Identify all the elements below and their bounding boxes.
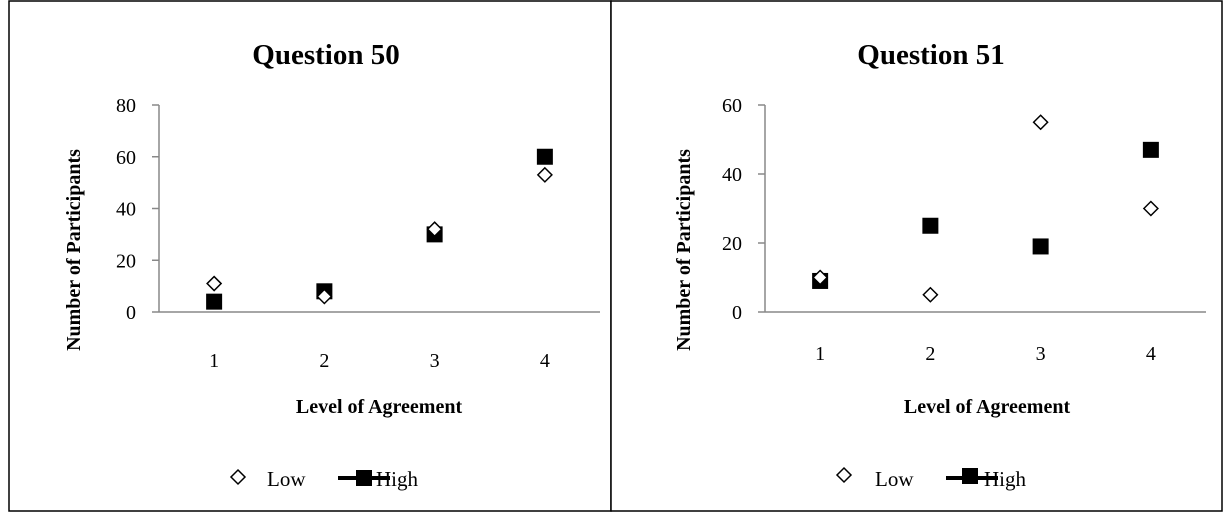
data-points xyxy=(206,148,553,310)
y-tick-label: 60 xyxy=(722,95,742,117)
legend-square xyxy=(962,468,978,484)
chart-panel-question-51: Question 51 Number of Participants Level… xyxy=(610,0,1223,512)
data-point-low xyxy=(812,269,829,286)
data-point-high xyxy=(922,217,939,234)
legend: Low High xyxy=(229,467,419,491)
chart-title: Question 51 xyxy=(857,39,1004,71)
legend-label-low: Low xyxy=(267,467,306,491)
legend-label-high: High xyxy=(984,467,1027,491)
panel-frame xyxy=(610,0,1223,512)
data-point-low xyxy=(536,166,553,183)
x-axis-ticks: 1 2 3 4 xyxy=(209,350,550,372)
panel-frame xyxy=(8,0,612,512)
data-point-low xyxy=(426,221,443,238)
legend-marker-low xyxy=(835,466,853,484)
data-point-high xyxy=(1142,141,1159,158)
legend-diamond xyxy=(229,468,247,486)
x-tick-label: 2 xyxy=(319,350,329,372)
legend-diamond xyxy=(835,466,853,484)
y-tick-label: 20 xyxy=(116,250,136,272)
data-point-high xyxy=(536,148,553,165)
x-axis-ticks: 1 2 3 4 xyxy=(815,343,1156,365)
chart-panel-question-50: Question 50 Number of Participants Level… xyxy=(8,0,612,512)
data-point-low xyxy=(922,286,939,303)
y-tick-label: 60 xyxy=(116,147,136,169)
legend-marker-high xyxy=(356,470,372,486)
x-tick-label: 4 xyxy=(540,350,550,372)
chart-title: Question 50 xyxy=(252,39,399,71)
x-axis-title: Level of Agreement xyxy=(296,396,463,418)
legend-marker-low xyxy=(229,468,247,486)
y-axis-title: Number of Participants xyxy=(673,149,695,351)
x-axis-title: Level of Agreement xyxy=(904,396,1071,418)
x-tick-label: 1 xyxy=(815,343,825,365)
y-tick-label: 40 xyxy=(116,199,136,221)
data-point-low xyxy=(206,275,223,292)
y-tick-label: 40 xyxy=(722,164,742,186)
data-point-low xyxy=(316,288,333,305)
legend-label-high: High xyxy=(376,467,419,491)
legend-label-low: Low xyxy=(875,467,914,491)
x-tick-label: 3 xyxy=(430,350,440,372)
x-tick-label: 4 xyxy=(1146,343,1156,365)
legend: Low High xyxy=(835,466,1027,491)
data-point-low xyxy=(1032,114,1049,131)
x-tick-label: 1 xyxy=(209,350,219,372)
legend-marker-high xyxy=(962,468,978,484)
y-axis-ticks: 0 20 40 60 xyxy=(722,95,765,324)
y-axis-ticks: 0 20 40 60 80 xyxy=(116,95,159,324)
x-tick-label: 2 xyxy=(925,343,935,365)
x-tick-label: 3 xyxy=(1036,343,1046,365)
data-point-high xyxy=(1032,238,1049,255)
y-tick-label: 20 xyxy=(722,233,742,255)
y-tick-label: 0 xyxy=(126,302,136,324)
legend-square xyxy=(356,470,372,486)
data-point-low xyxy=(1142,200,1159,217)
y-axis-title: Number of Participants xyxy=(63,149,85,351)
data-points xyxy=(812,114,1159,303)
data-point-high xyxy=(206,293,223,310)
y-tick-label: 0 xyxy=(732,302,742,324)
y-tick-label: 80 xyxy=(116,95,136,117)
